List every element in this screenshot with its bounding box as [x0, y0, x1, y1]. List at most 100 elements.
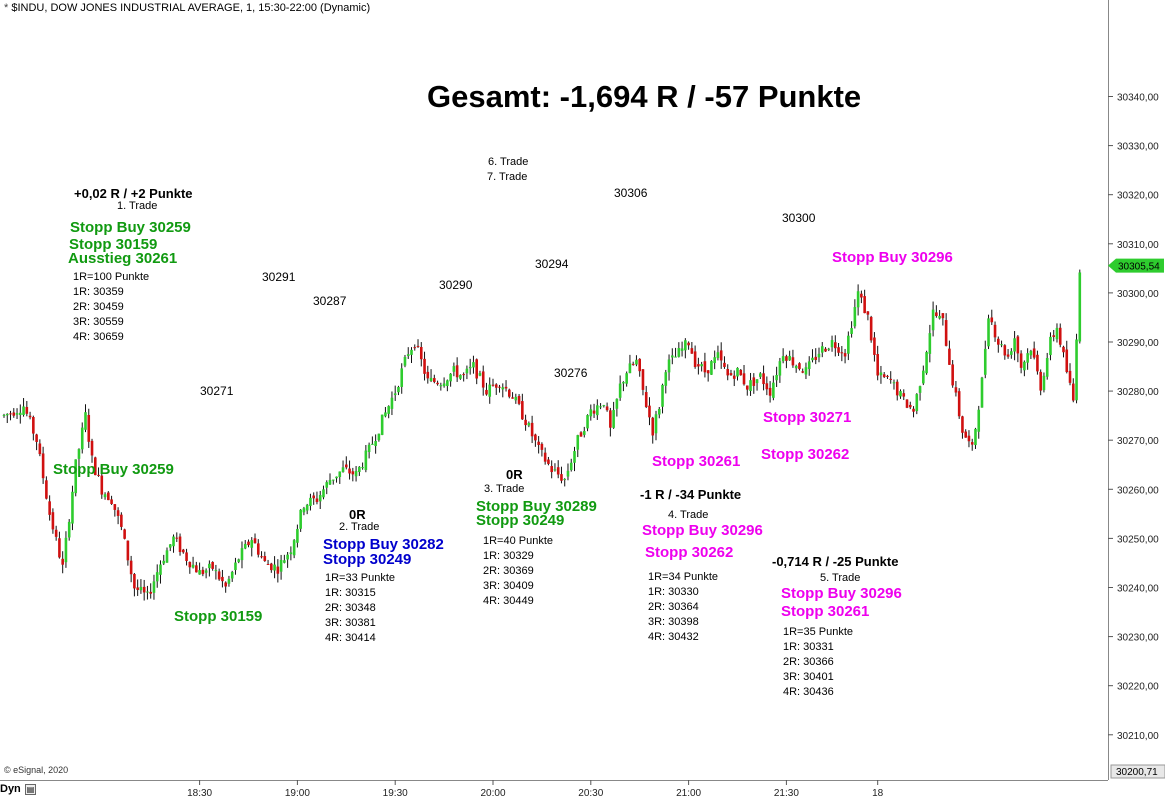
candle-up	[5, 413, 9, 416]
price-tick-label: 30310,00	[1117, 240, 1159, 251]
price-tick-label: 30210,00	[1117, 731, 1159, 742]
candle-down	[436, 382, 439, 385]
candle-up	[569, 462, 573, 471]
trade-4-order: Stopp 30262	[645, 544, 734, 561]
candle-up	[335, 476, 338, 479]
candle-up	[615, 398, 619, 409]
candle-up	[446, 380, 449, 386]
trade-2-order: Stopp Buy 30282	[323, 536, 444, 553]
candle-up	[472, 362, 475, 368]
candle-up	[664, 372, 668, 386]
trade-1-target: 4R: 30659	[73, 331, 124, 343]
candle-up	[716, 352, 720, 359]
candle-down	[113, 504, 117, 510]
candle-down	[142, 586, 146, 593]
toggle-icon[interactable]: ▤	[25, 784, 36, 795]
last-price-label: 30305,54	[1118, 262, 1160, 273]
key-level-label: 30287	[313, 294, 347, 308]
trade-4-target: 3R: 30398	[648, 616, 699, 628]
candle-up	[804, 367, 808, 375]
copyright-label: © eSignal, 2020	[4, 765, 69, 775]
candle-down	[948, 348, 951, 365]
candle-down	[990, 317, 994, 323]
candle-up	[322, 489, 325, 498]
candle-down	[504, 386, 508, 389]
candle-down	[791, 357, 795, 366]
price-tick-label: 30340,00	[1117, 92, 1159, 103]
candle-up	[374, 441, 377, 447]
candle-up	[410, 349, 413, 355]
candle-down	[840, 352, 844, 354]
candle-down	[433, 378, 436, 382]
candle-up	[661, 384, 664, 407]
candle-up	[915, 394, 919, 412]
trade-2-result: 0R	[349, 507, 366, 522]
candle-down	[524, 419, 527, 426]
candle-up	[331, 479, 335, 481]
candle-up	[77, 449, 81, 459]
candle-down	[1036, 354, 1039, 372]
candle-up	[788, 355, 791, 361]
candle-up	[684, 340, 687, 351]
candle-up	[925, 352, 928, 374]
price-tick-label: 30290,00	[1117, 338, 1159, 349]
candle-up	[700, 364, 703, 367]
candle-up	[811, 357, 814, 361]
trade-4-target: 1R=34 Punkte	[648, 571, 719, 583]
candle-up	[152, 581, 156, 593]
candle-up	[566, 470, 570, 477]
candle-down	[739, 369, 743, 376]
candle-down	[511, 397, 514, 399]
candle-down	[954, 387, 958, 393]
candle-up	[589, 409, 593, 417]
candle-down	[729, 373, 733, 376]
last-price-tag	[1108, 258, 1164, 273]
candle-up	[794, 365, 798, 369]
candle-up	[1029, 350, 1033, 356]
candle-up	[240, 548, 244, 561]
candle-up	[172, 536, 175, 547]
candle-down	[345, 464, 348, 468]
candle-down	[263, 556, 267, 562]
dynamic-mode-control[interactable]: Dyn ▤	[0, 781, 40, 798]
stopp-label: Stopp 30159	[174, 608, 263, 625]
candle-down	[1003, 345, 1007, 356]
key-level-label: 30294	[535, 257, 569, 271]
candle-up	[328, 480, 332, 485]
candle-down	[801, 371, 804, 373]
candle-down	[93, 457, 97, 476]
candle-up	[387, 406, 390, 414]
candle-up	[439, 385, 443, 387]
candle-up	[759, 373, 762, 377]
candle-down	[48, 501, 51, 515]
candle-down	[706, 370, 710, 374]
candle-down	[908, 404, 912, 408]
candle-up	[67, 521, 71, 538]
candle-up	[168, 544, 172, 548]
price-tick-label: 30300,00	[1117, 289, 1159, 300]
candle-down	[556, 467, 560, 475]
candle-up	[214, 570, 218, 572]
candle-down	[521, 401, 524, 420]
candle-down	[175, 537, 179, 539]
candle-up	[582, 431, 586, 435]
price-min-label: 30200,71	[1116, 767, 1158, 778]
candle-up	[15, 413, 19, 415]
candle-up	[974, 428, 977, 446]
candle-up	[618, 383, 622, 398]
candle-down	[882, 374, 886, 378]
trade-2-target: 3R: 30381	[325, 617, 376, 629]
candle-down	[957, 391, 961, 417]
candle-down	[550, 466, 553, 473]
candle-down	[426, 371, 430, 379]
candle-down	[1019, 353, 1023, 368]
candle-up	[553, 469, 557, 471]
candle-series	[2, 269, 1082, 601]
trade-3-target: 3R: 30409	[483, 580, 534, 592]
candle-down	[605, 406, 609, 411]
stopp-buy-label: Stopp Buy 30296	[832, 249, 953, 266]
candle-down	[61, 558, 64, 565]
candle-down	[188, 561, 192, 568]
candle-up	[599, 406, 602, 408]
